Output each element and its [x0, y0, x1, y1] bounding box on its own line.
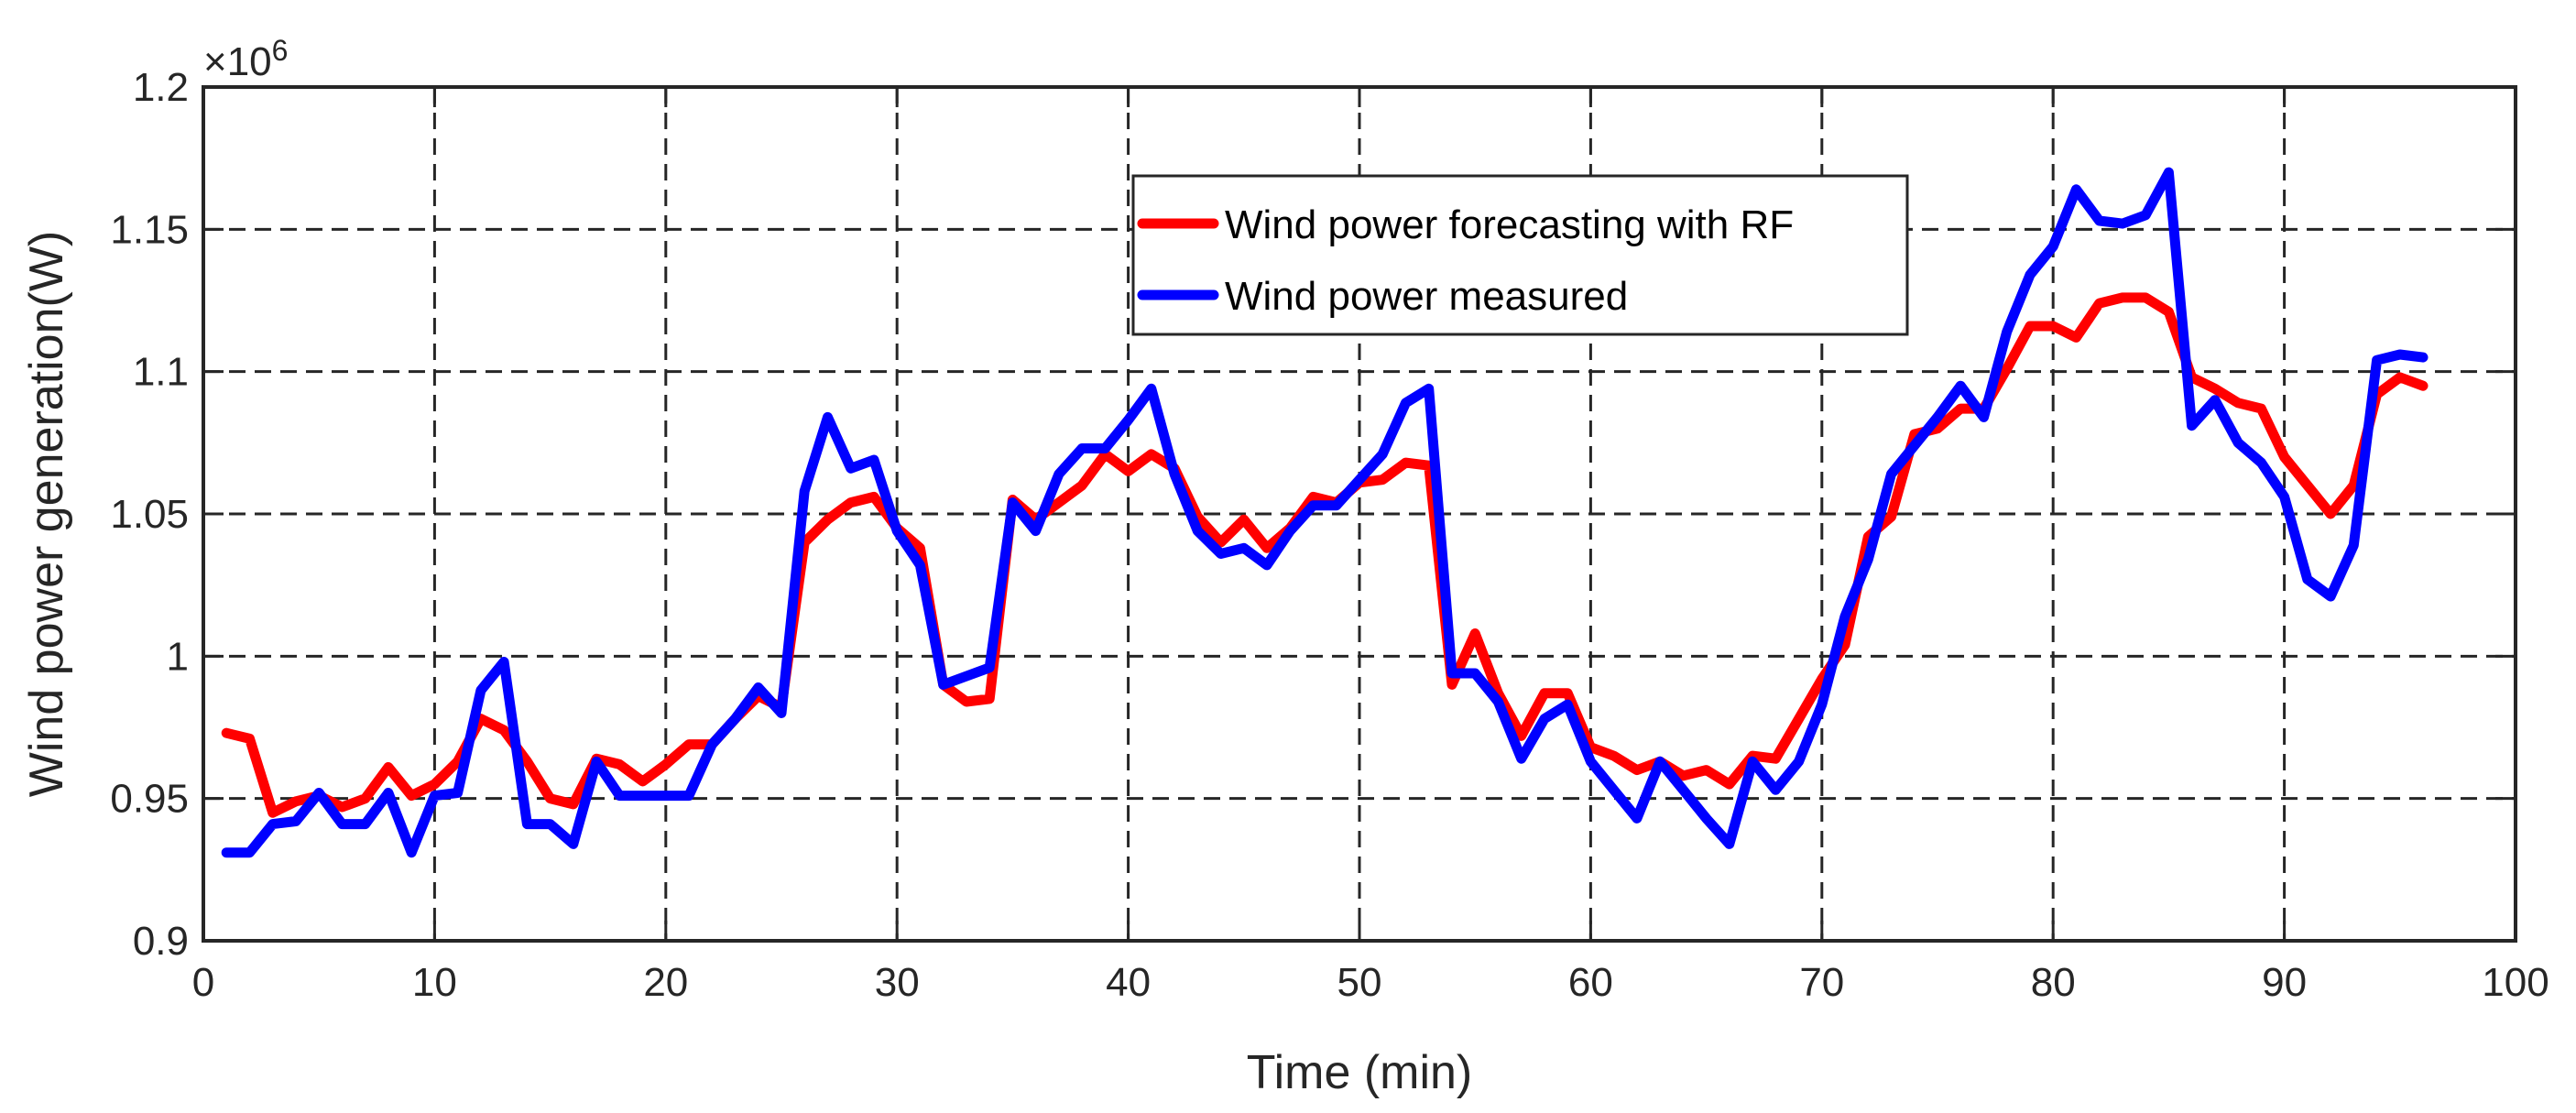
axis-ticks	[202, 85, 2517, 943]
y-tick-label: 1.1	[133, 350, 189, 395]
legend-box	[1131, 174, 1909, 336]
y-exponent-base: ×10	[203, 39, 272, 84]
y-tick-label: 1.05	[110, 492, 189, 537]
data-series	[221, 167, 2429, 858]
y-tick-label: 1.2	[133, 65, 189, 110]
x-tick-label: 0	[192, 960, 214, 1005]
series-line-measured	[221, 167, 2429, 858]
legend-label-forecast: Wind power forecasting with RF	[1225, 202, 1794, 247]
y-tick-label: 0.9	[133, 919, 189, 964]
y-tick-label: 1.15	[110, 207, 189, 252]
y-exponent-power: 6	[272, 34, 289, 67]
x-tick-label: 30	[875, 960, 920, 1005]
x-tick-label: 70	[1799, 960, 1844, 1005]
x-axis-label: Time (min)	[1247, 1046, 1473, 1099]
y-tick-label: 0.95	[110, 777, 189, 822]
x-tick-label: 40	[1106, 960, 1151, 1005]
x-tick-label: 100	[2482, 960, 2549, 1005]
x-tick-label: 60	[1568, 960, 1613, 1005]
x-tick-label: 80	[2031, 960, 2076, 1005]
legend-label-measured: Wind power measured	[1225, 274, 1628, 319]
y-tick-label: 1	[167, 634, 189, 679]
x-tick-label: 20	[643, 960, 688, 1005]
x-tick-label: 50	[1337, 960, 1382, 1005]
x-tick-labels: 0 10 20 30 40 50 60 70 80 90 100	[192, 960, 2549, 1005]
y-axis-label: Wind power generation(W)	[20, 231, 73, 797]
y-tick-labels: 0.9 0.95 1 1.05 1.1 1.15 1.2	[110, 65, 189, 964]
y-exponent-label: ×106	[203, 34, 288, 84]
legend: Wind power forecasting with RF Wind powe…	[1131, 174, 1909, 336]
x-tick-label: 10	[412, 960, 457, 1005]
x-tick-label: 90	[2262, 960, 2307, 1005]
